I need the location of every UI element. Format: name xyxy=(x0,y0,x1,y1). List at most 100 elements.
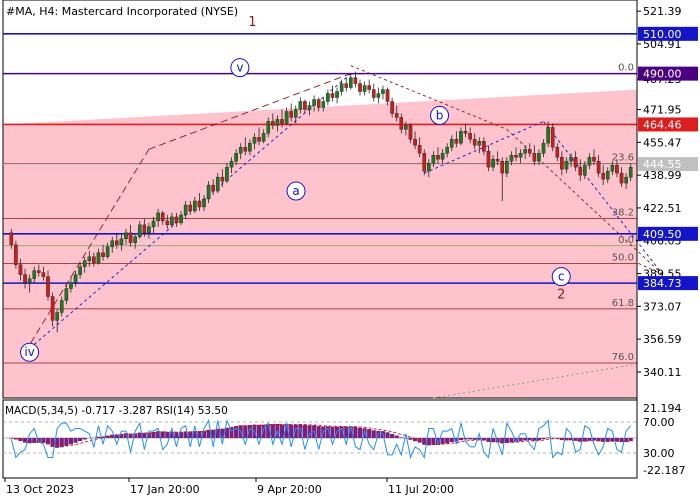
candle-body xyxy=(335,92,338,98)
candle-body xyxy=(556,147,559,157)
candle-body xyxy=(51,297,54,321)
macd-bar xyxy=(519,438,523,441)
macd-bar xyxy=(353,427,357,438)
candle-body xyxy=(441,153,444,159)
wave-label: iv xyxy=(24,345,34,359)
macd-bar xyxy=(509,438,513,442)
candle-body xyxy=(37,271,40,273)
level-badge-label: 490.00 xyxy=(643,68,682,81)
candle-body xyxy=(308,105,311,109)
candle-body xyxy=(331,94,334,98)
macd-bar xyxy=(69,438,73,444)
candle-body xyxy=(496,159,499,161)
macd-bar xyxy=(257,425,261,438)
macd-bar xyxy=(546,437,550,438)
candle-body xyxy=(542,143,545,153)
candle-body xyxy=(391,101,394,113)
wave-label: c xyxy=(558,270,565,284)
macd-bar xyxy=(303,425,307,438)
candle-body xyxy=(606,171,609,179)
macd-label: MACD(5,34,5) -0.717 -3.287 RSI(14) 53.50 xyxy=(5,405,228,417)
candle-body xyxy=(547,127,550,143)
candle-body xyxy=(349,78,352,88)
candle-body xyxy=(120,239,123,245)
candle-body xyxy=(501,161,504,173)
level-badge-label: 510.00 xyxy=(643,28,682,41)
candle-body xyxy=(244,147,247,151)
candle-body xyxy=(625,177,628,183)
candle-body xyxy=(317,100,320,108)
candle-body xyxy=(469,133,472,139)
candle-body xyxy=(519,153,522,157)
fib-label: 0.0 xyxy=(618,63,634,74)
candle-body xyxy=(175,217,178,223)
candle-body xyxy=(482,141,485,151)
candle-body xyxy=(459,131,462,143)
candle-body xyxy=(615,165,618,173)
candle-body xyxy=(303,101,306,109)
fib-label: 76.0 xyxy=(612,352,634,363)
macd-bar xyxy=(64,438,68,446)
candle-body xyxy=(611,165,614,171)
candle-body xyxy=(464,131,467,133)
candle-body xyxy=(413,139,416,145)
candle-body xyxy=(111,241,114,247)
candle-body xyxy=(14,245,17,265)
candle-body xyxy=(620,173,623,183)
candle-body xyxy=(166,221,169,225)
macd-bar xyxy=(615,438,619,441)
price-tick-label: 455.47 xyxy=(643,136,682,149)
candle-body xyxy=(629,167,632,177)
candle-body xyxy=(23,275,26,283)
candle-body xyxy=(294,109,297,117)
chart-title: #MA, H4: Mastercard Incorporated (NYSE) xyxy=(6,5,238,18)
candle-body xyxy=(395,113,398,117)
candle-body xyxy=(157,213,160,221)
level-badge-label: 464.46 xyxy=(643,118,682,131)
wave-label-major: 2 xyxy=(557,288,565,303)
macd-bar xyxy=(459,438,463,440)
macd-bar xyxy=(395,435,399,438)
candle-body xyxy=(372,90,375,98)
macd-bar xyxy=(73,438,77,443)
candle-body xyxy=(257,137,260,141)
macd-bar xyxy=(243,425,247,438)
price-tick-label: 471.95 xyxy=(643,104,682,117)
macd-bar xyxy=(317,426,321,438)
candle-body xyxy=(574,157,577,167)
macd-bar xyxy=(390,434,394,438)
macd-bar xyxy=(523,438,527,440)
candle-body xyxy=(404,125,407,129)
wave-label: a xyxy=(292,184,299,198)
candle-body xyxy=(189,205,192,211)
macd-tick-label: 21.194 xyxy=(643,402,682,415)
candle-body xyxy=(179,215,182,223)
candle-body xyxy=(262,133,265,141)
candle-body xyxy=(74,275,77,283)
candle-body xyxy=(46,277,49,297)
candle-body xyxy=(101,253,104,257)
candle-body xyxy=(491,159,494,167)
candle-body xyxy=(432,155,435,163)
macd-bar xyxy=(441,438,445,444)
macd-bar xyxy=(307,425,311,438)
macd-bar xyxy=(445,438,449,443)
candle-body xyxy=(358,84,361,92)
candle-body xyxy=(322,101,325,107)
macd-bar xyxy=(344,427,348,438)
macd-bar xyxy=(367,429,371,438)
candle-body xyxy=(537,153,540,161)
candle-body xyxy=(473,139,476,145)
candle-body xyxy=(583,165,586,175)
candle-body xyxy=(134,237,137,243)
candle-body xyxy=(510,155,513,161)
price-tick-label: 356.59 xyxy=(643,333,682,346)
candle-body xyxy=(446,147,449,153)
macd-bar xyxy=(399,437,403,438)
candle-body xyxy=(88,257,91,261)
candle-body xyxy=(423,153,426,171)
date-tick-label: 17 Jan 20:00 xyxy=(130,483,200,496)
date-tick-label: 9 Apr 20:00 xyxy=(257,483,322,496)
level-badge-label: 409.50 xyxy=(643,228,682,241)
